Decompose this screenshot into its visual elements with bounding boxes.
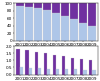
Legend: Static power, Dynamic power: Static power, Dynamic power bbox=[19, 47, 93, 55]
Bar bbox=[62, 56, 65, 75]
Bar bbox=[61, 3, 69, 16]
Bar bbox=[16, 6, 24, 40]
Bar bbox=[71, 58, 74, 75]
Bar bbox=[92, 70, 96, 75]
Bar bbox=[34, 8, 42, 40]
Bar bbox=[83, 70, 86, 75]
Bar bbox=[44, 53, 47, 75]
Bar bbox=[34, 3, 42, 8]
Bar bbox=[43, 10, 51, 40]
Bar bbox=[16, 3, 24, 6]
Bar bbox=[29, 68, 32, 75]
Bar bbox=[74, 69, 78, 75]
Bar bbox=[25, 3, 33, 7]
Bar bbox=[89, 60, 92, 75]
Bar bbox=[38, 68, 41, 75]
Bar bbox=[53, 55, 56, 75]
Bar bbox=[26, 50, 29, 75]
Bar bbox=[34, 52, 38, 75]
Bar bbox=[65, 69, 68, 75]
Bar bbox=[56, 69, 59, 75]
Bar bbox=[88, 3, 96, 26]
Bar bbox=[61, 16, 69, 40]
Bar bbox=[70, 3, 78, 19]
Bar bbox=[80, 59, 83, 75]
Bar bbox=[20, 67, 23, 75]
Bar bbox=[47, 69, 50, 75]
Bar bbox=[79, 3, 87, 23]
Bar bbox=[88, 26, 96, 40]
Bar bbox=[70, 19, 78, 40]
Bar bbox=[79, 23, 87, 40]
Bar bbox=[52, 3, 60, 13]
Bar bbox=[43, 3, 51, 10]
Bar bbox=[25, 7, 33, 41]
Bar bbox=[52, 13, 60, 40]
Bar bbox=[16, 49, 20, 75]
